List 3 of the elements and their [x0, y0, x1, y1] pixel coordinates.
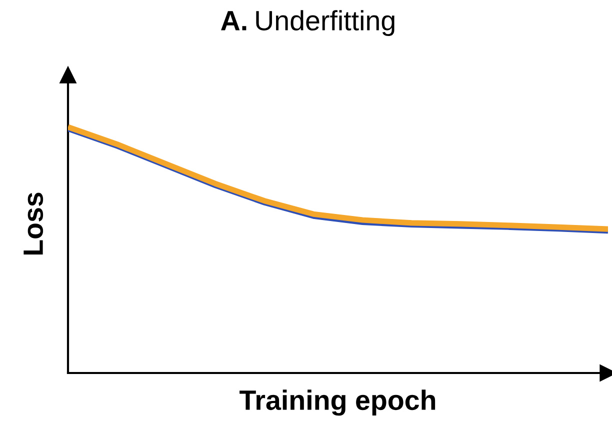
y-axis-title: Loss: [24, 192, 44, 255]
chart-title: A. Underfitting: [221, 10, 394, 36]
x-axis-title: Training epoch: [240, 390, 436, 416]
